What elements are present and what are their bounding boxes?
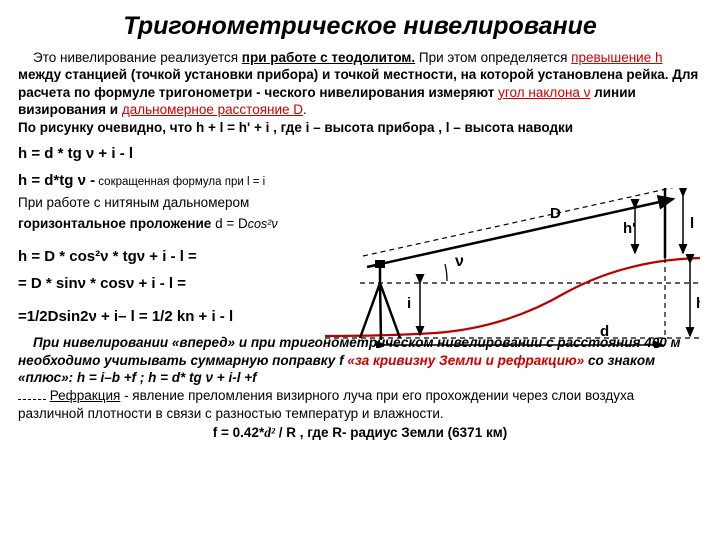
intro-line2: По рисунку очевидно, что h + l = h' + i … (18, 119, 702, 137)
formula-4: h = D * cos²ν * tgν + i - l = (18, 245, 338, 268)
svg-text:i: i (407, 295, 411, 312)
formula-6: =1/2Dsin2ν + i– l = 1/2 kn + i - l (18, 305, 338, 328)
formula-3: При работе с нитяным дальномером горизон… (18, 193, 338, 235)
bottom-p2: Рефракция - явление преломления визирног… (18, 387, 702, 422)
page-title: Тригонометрическое нивелирование (18, 10, 702, 43)
svg-text:h': h' (623, 220, 636, 237)
intro-paragraph: Это нивелирование реализуется при работе… (18, 49, 702, 119)
svg-text:ν: ν (455, 253, 464, 270)
svg-text:h: h (696, 295, 700, 312)
trig-diagram: h' l h i ν D d (325, 188, 700, 348)
formula-block: h = d * tg ν + i - l h = d*tg ν - сокращ… (18, 142, 338, 328)
formula-2: h = d*tg ν - сокращенная формула при l =… (18, 169, 338, 192)
svg-text:l: l (690, 215, 694, 232)
formula-5: = D * sinν * cosν + i - l = (18, 272, 338, 295)
bottom-block: При нивелировании «вперед» и при тригоно… (18, 334, 702, 441)
svg-text:D: D (550, 205, 561, 222)
svg-text:d: d (600, 323, 609, 340)
formula-1: h = d * tg ν + i - l (18, 142, 338, 165)
bottom-formula: f = 0.42*d² / R , где R- радиус Земли (6… (18, 424, 702, 442)
